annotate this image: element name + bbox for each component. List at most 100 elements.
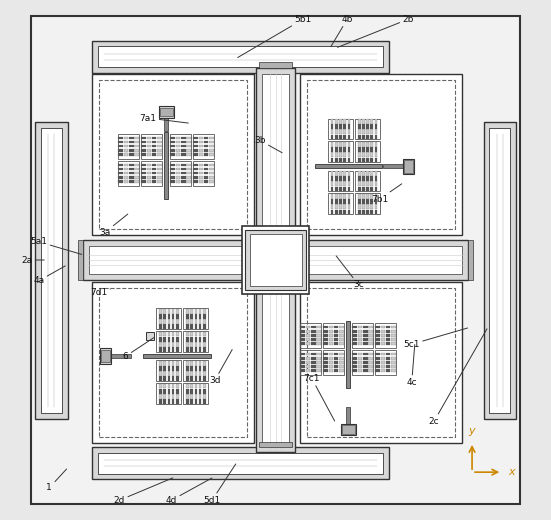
Bar xyxy=(193,153,198,156)
Bar xyxy=(170,145,175,148)
Bar xyxy=(181,163,186,166)
Bar xyxy=(306,370,310,372)
Bar xyxy=(331,142,333,147)
Bar xyxy=(334,330,338,333)
Bar xyxy=(316,326,321,329)
Bar xyxy=(172,394,174,399)
Bar xyxy=(168,342,170,347)
Bar xyxy=(193,176,198,179)
Bar xyxy=(147,180,151,183)
Bar xyxy=(134,145,139,148)
Bar xyxy=(134,163,139,166)
Bar xyxy=(191,399,193,404)
Bar xyxy=(176,324,179,329)
Bar xyxy=(315,164,382,168)
Bar xyxy=(316,330,321,333)
Bar xyxy=(118,149,123,152)
Bar xyxy=(328,370,333,372)
Bar xyxy=(366,210,369,214)
Bar xyxy=(142,136,146,139)
Bar xyxy=(164,384,166,388)
Bar xyxy=(368,357,372,360)
Bar xyxy=(176,176,180,179)
Bar xyxy=(147,172,151,175)
Bar xyxy=(199,389,202,394)
Bar xyxy=(339,343,344,345)
Bar xyxy=(370,142,373,147)
Bar xyxy=(348,135,350,139)
Bar xyxy=(355,171,380,191)
Bar xyxy=(186,136,191,139)
Bar xyxy=(118,163,123,166)
Bar xyxy=(170,134,191,159)
Bar xyxy=(129,167,133,171)
Bar xyxy=(335,147,338,152)
Bar xyxy=(391,339,396,341)
Bar xyxy=(375,350,396,375)
Bar xyxy=(358,119,360,124)
Bar xyxy=(358,366,363,368)
Bar xyxy=(118,145,123,148)
Bar xyxy=(203,399,206,404)
Bar xyxy=(176,319,179,324)
Bar xyxy=(375,343,380,345)
Bar xyxy=(164,347,166,352)
Bar xyxy=(375,187,377,191)
Bar xyxy=(343,210,346,214)
Bar xyxy=(118,140,123,143)
Bar xyxy=(381,334,385,337)
Bar xyxy=(164,376,166,381)
Bar xyxy=(147,176,151,179)
Bar xyxy=(331,135,333,139)
Bar xyxy=(186,389,189,394)
Text: 3d: 3d xyxy=(209,349,232,385)
Bar xyxy=(343,158,346,162)
Bar xyxy=(331,199,333,204)
Bar xyxy=(323,330,328,333)
Bar xyxy=(176,384,179,388)
Bar xyxy=(343,124,346,129)
Bar xyxy=(362,158,365,162)
Bar xyxy=(170,163,175,166)
Bar xyxy=(183,383,208,404)
Bar xyxy=(142,163,146,166)
Bar xyxy=(358,187,360,191)
Bar xyxy=(375,366,380,368)
Bar xyxy=(168,324,170,329)
Bar xyxy=(170,167,175,171)
Bar xyxy=(157,167,161,171)
Bar xyxy=(147,145,151,148)
Text: x: x xyxy=(509,467,515,477)
Bar xyxy=(118,176,123,179)
Bar xyxy=(362,181,365,186)
Bar xyxy=(142,176,146,179)
Bar xyxy=(316,370,321,372)
Text: 5b1: 5b1 xyxy=(237,15,312,58)
Bar xyxy=(186,314,189,319)
Bar xyxy=(362,152,365,157)
Bar xyxy=(362,199,365,204)
Bar xyxy=(186,371,189,376)
Bar xyxy=(134,140,139,143)
Bar xyxy=(159,384,162,388)
Bar xyxy=(335,194,338,199)
Bar xyxy=(363,370,368,372)
Bar xyxy=(363,353,368,356)
Bar xyxy=(403,159,414,174)
Bar xyxy=(355,141,380,162)
Bar xyxy=(142,145,146,148)
Bar xyxy=(183,360,208,381)
Bar xyxy=(204,153,208,156)
Bar xyxy=(311,334,316,337)
Bar xyxy=(129,140,133,143)
Bar xyxy=(342,425,354,434)
Bar xyxy=(375,370,380,372)
Bar xyxy=(134,136,139,139)
Bar xyxy=(358,171,360,176)
Bar xyxy=(78,240,83,280)
Bar xyxy=(186,361,189,366)
Bar xyxy=(203,394,206,399)
Bar xyxy=(331,176,333,181)
Bar xyxy=(362,147,365,152)
Bar xyxy=(157,176,161,179)
